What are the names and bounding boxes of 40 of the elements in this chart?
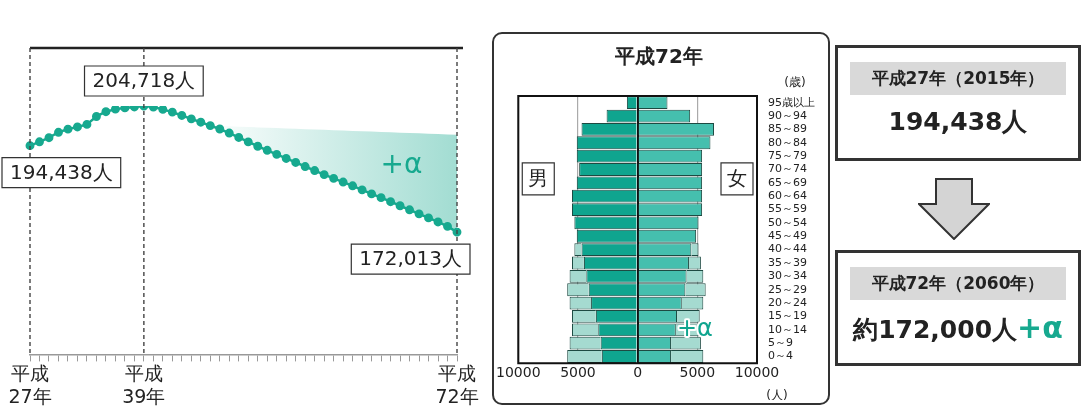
x-tick-label: 平成 72年 [435,361,479,407]
x-tick-label: 0 [633,364,643,381]
y-tick-label: 5～9 [768,336,793,350]
data-label: 204,718人 [92,68,196,93]
y-tick-label: 55～59 [768,202,807,216]
y-tick-label: 60～64 [768,189,807,203]
x-tick-label: 10000 [495,364,541,381]
text: 平成72年（2060年） [850,267,1066,300]
y-tick-label: 45～49 [768,229,807,243]
y-tick-label: 65～69 [768,175,807,189]
y-tick-label: 85～89 [768,122,807,136]
x-tick-label: 10000 [734,364,780,381]
y-tick-label: 10～14 [768,322,807,336]
data-label: 172,013人 [359,246,463,271]
data-label: 194,438人 [9,159,113,184]
y-tick-label: 25～29 [768,282,807,296]
y-tick-label: 80～84 [768,135,807,149]
text: 平成27年（2015年） [850,62,1066,95]
x-tick-label: 平成 27年 [8,361,52,407]
y-axis-title: (歳) [784,75,806,89]
text: +α [1017,310,1063,345]
x-tick-label: 平成 39年 [122,361,166,407]
y-tick-label: 70～74 [768,162,807,176]
y-tick-label: 95歳以上 [768,95,815,109]
y-tick-label: 0～4 [768,349,793,363]
x-tick-label: 5000 [560,364,596,381]
y-tick-label: 50～54 [768,215,807,229]
series-label: 男 [528,166,549,190]
x-tick-label: 5000 [679,364,716,381]
y-tick-label: 15～19 [768,309,807,323]
y-tick-label: 30～34 [768,269,807,283]
series-label: 女 [727,166,747,190]
chart-title: 平成72年 [614,44,703,69]
y-tick-label: 40～44 [768,242,807,256]
y-tick-label: 35～39 [768,255,807,269]
text: 194,438人 [887,106,1029,138]
y-tick-label: 20～24 [768,295,807,309]
y-tick-label: 90～94 [768,108,807,122]
y-tick-label: 75～79 [768,148,807,162]
annotation: +α [380,146,423,180]
